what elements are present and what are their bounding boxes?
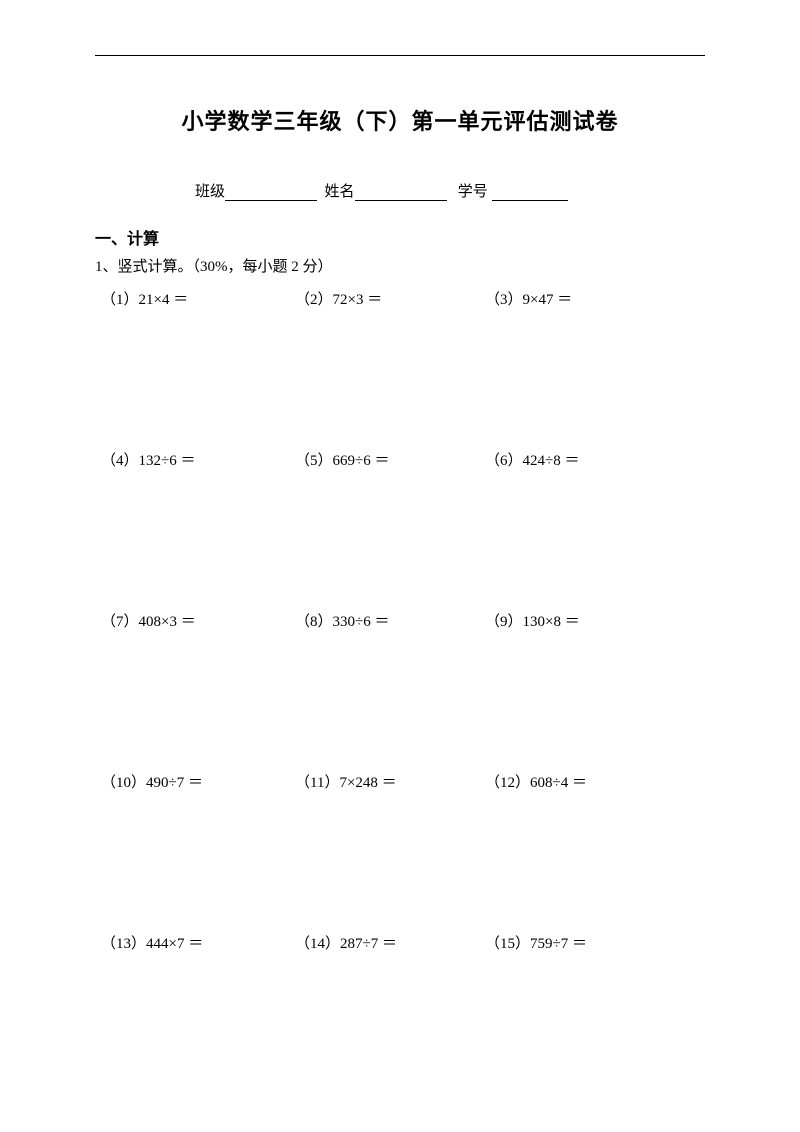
section-heading: 一、计算 [95,225,705,249]
id-label: 学号 [458,180,488,201]
problem-cell: （2）72×3 ＝ [295,288,485,309]
class-blank [225,186,317,201]
name-label: 姓名 [325,180,355,201]
problem-row: （7）408×3 ＝ （8）330÷6 ＝ （9）130×8 ＝ [95,610,705,631]
problem-cell: （13）444×7 ＝ [95,932,295,953]
class-label: 班级 [195,180,225,201]
problem-row: （13）444×7 ＝ （14）287÷7 ＝ （15）759÷7 ＝ [95,932,705,953]
problem-cell: （3）9×47 ＝ [485,288,665,309]
name-blank [355,186,447,201]
problem-cell: （14）287÷7 ＝ [295,932,485,953]
work-space [95,470,705,610]
problem-cell: （4）132÷6 ＝ [95,449,295,470]
work-space [95,792,705,932]
work-space [95,309,705,449]
problem-cell: （15）759÷7 ＝ [485,932,665,953]
problem-cell: （7）408×3 ＝ [95,610,295,631]
work-space [95,631,705,771]
problem-row: （4）132÷6 ＝ （5）669÷6 ＝ （6）424÷8 ＝ [95,449,705,470]
problem-cell: （5）669÷6 ＝ [295,449,485,470]
problem-cell: （12）608÷4 ＝ [485,771,665,792]
problem-cell: （6）424÷8 ＝ [485,449,665,470]
problem-cell: （9）130×8 ＝ [485,610,665,631]
problem-cell: （1）21×4 ＝ [95,288,295,309]
problem-row: （10）490÷7 ＝ （11）7×248 ＝ （12）608÷4 ＝ [95,771,705,792]
problem-row: （1）21×4 ＝ （2）72×3 ＝ （3）9×47 ＝ [95,288,705,309]
problems-container: （1）21×4 ＝ （2）72×3 ＝ （3）9×47 ＝ （4）132÷6 ＝… [95,288,705,953]
problem-cell: （8）330÷6 ＝ [295,610,485,631]
id-blank [492,186,568,201]
problem-cell: （11）7×248 ＝ [295,771,485,792]
problem-cell: （10）490÷7 ＝ [95,771,295,792]
header-rule [95,55,705,56]
section-subheading: 1、竖式计算。（30%，每小题 2 分） [95,255,705,276]
page-title: 小学数学三年级（下）第一单元评估测试卷 [95,104,705,136]
student-info-line: 班级 姓名 学号 [195,180,705,201]
